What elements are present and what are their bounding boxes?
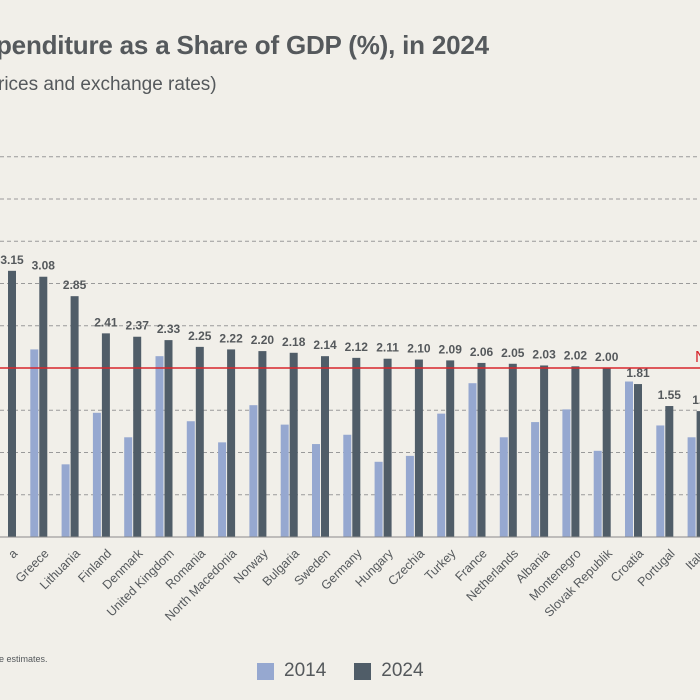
- bar-2014: [124, 437, 133, 537]
- value-label: 2.11: [376, 341, 399, 355]
- bar-2024: [101, 333, 110, 537]
- value-label: 2.12: [345, 340, 369, 354]
- bar-2024: [446, 360, 455, 537]
- value-label: 3.08: [32, 259, 56, 273]
- legend: 2014 2024: [257, 660, 442, 682]
- bar-2014: [468, 383, 477, 537]
- value-label: 2.09: [439, 342, 463, 356]
- bar-2024: [133, 336, 142, 537]
- bar-2014: [687, 437, 696, 537]
- chart-subtitle: rices and exchange rates): [0, 74, 217, 95]
- bar-2014: [499, 437, 508, 537]
- bar-2014: [155, 356, 164, 537]
- bar-2024: [195, 346, 204, 537]
- bar-2014: [343, 434, 352, 537]
- value-label: 2.10: [407, 342, 431, 356]
- bar-2024: [289, 352, 298, 537]
- bar-2024: [696, 411, 700, 537]
- category-label: Italy: [683, 546, 700, 573]
- category-label: Turkey: [422, 546, 459, 583]
- bar-2024: [634, 384, 642, 537]
- value-label: 2.33: [157, 322, 181, 336]
- value-label: 2.85: [63, 278, 87, 292]
- value-label: 3.15: [0, 253, 24, 267]
- bar-2014: [218, 442, 227, 537]
- bar-2024: [227, 349, 236, 537]
- bar-2024: [508, 363, 517, 537]
- value-label: 2.20: [251, 333, 275, 347]
- value-label: 2.41: [94, 315, 118, 329]
- legend-label-2014: 2014: [284, 660, 327, 681]
- value-label: 2.05: [501, 346, 525, 360]
- value-label: 2.14: [313, 338, 337, 352]
- bar-2024: [352, 357, 361, 537]
- bar-2014: [186, 421, 195, 537]
- bar-2024: [383, 358, 392, 537]
- value-label: 2.02: [564, 348, 588, 362]
- bar-2014: [92, 412, 101, 537]
- bar-2024: [70, 296, 79, 537]
- bar-2014: [249, 405, 258, 537]
- value-label: 1.4: [692, 393, 700, 407]
- bar-2014: [61, 464, 70, 537]
- legend-swatch-2014: [257, 662, 274, 680]
- bar-2014: [531, 422, 540, 537]
- value-label: 1.55: [658, 388, 682, 402]
- bar-2024: [477, 362, 486, 537]
- legend-label-2024: 2024: [381, 660, 424, 681]
- value-label: 2.37: [126, 319, 150, 333]
- bar-2014: [437, 413, 446, 537]
- bar-2024: [414, 359, 423, 537]
- category-label: a: [6, 546, 21, 561]
- value-label: 2.03: [532, 347, 556, 361]
- bar-2024: [665, 406, 674, 537]
- bar-2014: [374, 461, 383, 537]
- bar-2024: [321, 356, 329, 537]
- bar-2024: [164, 340, 173, 537]
- value-label: 2.25: [188, 329, 212, 343]
- bar-2024: [39, 276, 48, 537]
- chart-title: penditure as a Share of GDP (%), in 2024: [0, 30, 489, 60]
- legend-swatch-2024: [354, 662, 372, 680]
- bar-2014: [280, 424, 289, 537]
- value-label: 1.81: [626, 366, 650, 380]
- bar-2014: [625, 381, 633, 537]
- value-label: 2.22: [219, 331, 243, 345]
- bar-2014: [562, 409, 571, 537]
- bar-2014: [656, 425, 665, 537]
- footnote: re estimates.: [0, 654, 48, 664]
- legend-item-2024: 2024: [354, 660, 424, 682]
- bar-2024: [571, 366, 580, 537]
- value-label: 2.06: [470, 345, 494, 359]
- bar-2014: [312, 444, 320, 537]
- bar-2014: [405, 455, 414, 537]
- bar-2024: [258, 351, 267, 537]
- bar-2014: [593, 450, 602, 537]
- value-label: 2.18: [282, 335, 306, 349]
- legend-item-2014: 2014: [257, 660, 326, 682]
- bar-2024: [602, 368, 611, 537]
- bar-2024: [8, 270, 16, 537]
- bar-2024: [540, 365, 549, 537]
- reference-line-label: N: [695, 349, 700, 366]
- value-label: 2.00: [595, 350, 619, 364]
- bar-2014: [30, 349, 39, 537]
